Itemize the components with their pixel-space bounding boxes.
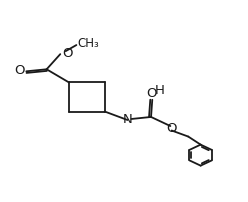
Text: O: O [146,87,156,100]
Text: H: H [155,84,165,97]
Text: O: O [62,47,73,60]
Text: O: O [14,64,25,77]
Text: O: O [166,122,177,135]
Text: CH₃: CH₃ [78,37,99,50]
Text: N: N [123,114,132,126]
